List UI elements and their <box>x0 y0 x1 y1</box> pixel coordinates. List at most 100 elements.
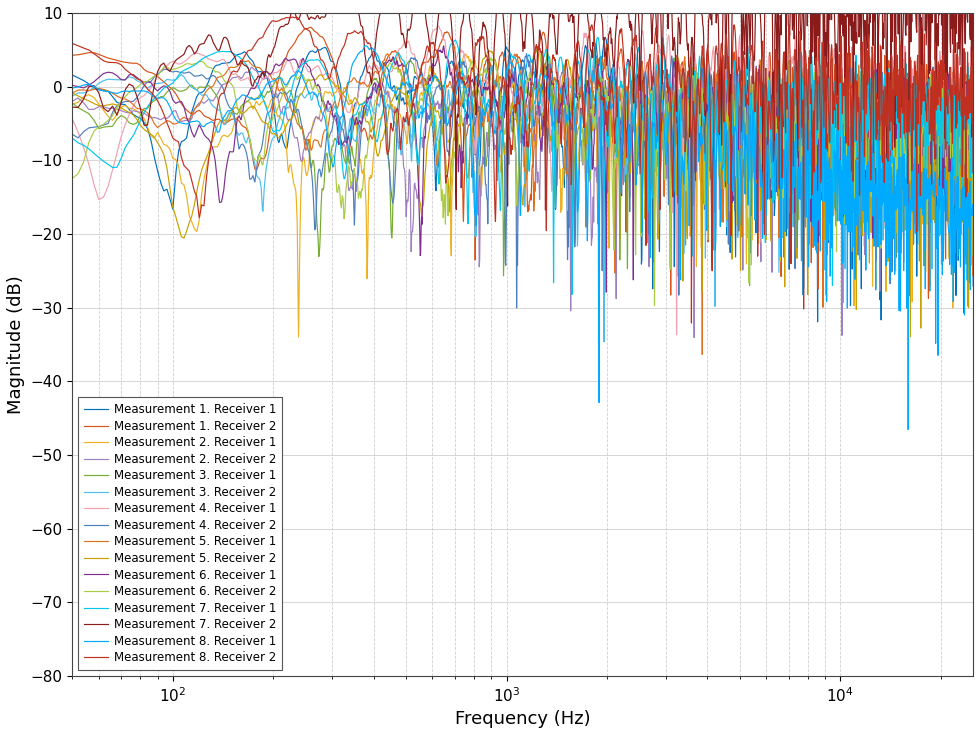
Line: Measurement 6. Receiver 2: Measurement 6. Receiver 2 <box>73 49 973 306</box>
Measurement 8. Receiver 2 <box>113 59 124 68</box>
Measurement 4. Receiver 1 <box>942 68 954 76</box>
Measurement 4. Receiver 1 <box>670 331 682 340</box>
Measurement 7. Receiver 1 <box>820 290 832 299</box>
Measurement 4. Receiver 2 <box>511 304 522 312</box>
Measurement 4. Receiver 2 <box>967 282 979 290</box>
Measurement 3. Receiver 2 <box>505 119 516 128</box>
Measurement 5. Receiver 1 <box>697 350 709 359</box>
Measurement 5. Receiver 1 <box>776 116 788 125</box>
Measurement 6. Receiver 1 <box>601 288 612 297</box>
Measurement 4. Receiver 1 <box>67 115 78 123</box>
Measurement 1. Receiver 1 <box>967 192 979 201</box>
Measurement 2. Receiver 1 <box>481 80 493 89</box>
Measurement 1. Receiver 1 <box>67 71 78 79</box>
Measurement 1. Receiver 2 <box>942 101 954 110</box>
Measurement 5. Receiver 2 <box>482 46 494 55</box>
Legend: Measurement 1. Receiver 1, Measurement 1. Receiver 2, Measurement 2. Receiver 1,: Measurement 1. Receiver 1, Measurement 1… <box>78 397 282 670</box>
Measurement 4. Receiver 2 <box>520 49 532 58</box>
Measurement 7. Receiver 1 <box>592 33 604 42</box>
Measurement 5. Receiver 2 <box>967 163 979 172</box>
Measurement 7. Receiver 2 <box>505 21 516 29</box>
Measurement 1. Receiver 1 <box>505 51 516 60</box>
Measurement 6. Receiver 2 <box>942 98 954 107</box>
Line: Measurement 2. Receiver 2: Measurement 2. Receiver 2 <box>73 61 973 337</box>
Y-axis label: Magnitude (dB): Magnitude (dB) <box>7 275 24 414</box>
Measurement 1. Receiver 2 <box>942 139 954 148</box>
Measurement 6. Receiver 1 <box>942 138 954 147</box>
Measurement 2. Receiver 2 <box>505 68 516 76</box>
Measurement 3. Receiver 1 <box>505 119 516 128</box>
Measurement 1. Receiver 1 <box>113 98 124 107</box>
Measurement 4. Receiver 2 <box>113 101 124 110</box>
Measurement 7. Receiver 2 <box>113 107 124 115</box>
Measurement 6. Receiver 2 <box>113 101 124 110</box>
Measurement 5. Receiver 1 <box>942 106 954 115</box>
Measurement 3. Receiver 1 <box>942 135 954 143</box>
Measurement 7. Receiver 1 <box>942 112 954 121</box>
Measurement 8. Receiver 1 <box>942 217 954 226</box>
Line: Measurement 8. Receiver 1: Measurement 8. Receiver 1 <box>73 46 973 429</box>
Measurement 4. Receiver 1 <box>776 82 788 90</box>
Measurement 2. Receiver 1 <box>505 75 516 84</box>
Measurement 7. Receiver 1 <box>942 85 954 94</box>
Measurement 5. Receiver 2 <box>942 140 954 149</box>
Measurement 2. Receiver 2 <box>942 196 954 205</box>
Measurement 2. Receiver 1 <box>460 50 471 59</box>
Measurement 6. Receiver 2 <box>531 44 543 53</box>
Measurement 7. Receiver 1 <box>480 106 492 115</box>
Measurement 5. Receiver 2 <box>113 101 124 110</box>
Measurement 5. Receiver 1 <box>942 133 954 142</box>
Measurement 2. Receiver 1 <box>113 107 124 116</box>
Measurement 1. Receiver 1 <box>776 135 788 144</box>
Measurement 4. Receiver 1 <box>942 90 954 98</box>
Measurement 4. Receiver 2 <box>480 190 492 198</box>
Measurement 8. Receiver 1 <box>67 84 78 93</box>
Measurement 8. Receiver 2 <box>505 149 516 158</box>
Measurement 7. Receiver 1 <box>67 134 78 143</box>
Line: Measurement 1. Receiver 2: Measurement 1. Receiver 2 <box>73 27 973 298</box>
Measurement 1. Receiver 1 <box>942 149 954 158</box>
Line: Measurement 6. Receiver 1: Measurement 6. Receiver 1 <box>73 46 973 293</box>
Measurement 7. Receiver 2 <box>67 103 78 112</box>
Measurement 1. Receiver 2 <box>505 112 516 121</box>
Measurement 3. Receiver 1 <box>113 113 124 122</box>
Line: Measurement 3. Receiver 1: Measurement 3. Receiver 1 <box>73 51 973 285</box>
Measurement 3. Receiver 2 <box>67 92 78 101</box>
Measurement 5. Receiver 1 <box>481 104 493 112</box>
Measurement 5. Receiver 1 <box>67 88 78 97</box>
Measurement 7. Receiver 1 <box>505 49 516 58</box>
Measurement 4. Receiver 2 <box>505 117 516 126</box>
Measurement 7. Receiver 1 <box>113 160 124 169</box>
Measurement 1. Receiver 1 <box>480 68 492 77</box>
Measurement 2. Receiver 1 <box>967 184 979 193</box>
Measurement 4. Receiver 2 <box>67 130 78 139</box>
Measurement 6. Receiver 2 <box>967 251 979 260</box>
Measurement 1. Receiver 2 <box>305 23 317 32</box>
Measurement 8. Receiver 1 <box>903 425 914 434</box>
Measurement 7. Receiver 2 <box>540 206 552 215</box>
Measurement 1. Receiver 2 <box>967 122 979 131</box>
Measurement 6. Receiver 1 <box>438 41 450 50</box>
Measurement 5. Receiver 2 <box>942 134 954 143</box>
Line: Measurement 1. Receiver 1: Measurement 1. Receiver 1 <box>73 37 973 322</box>
Measurement 3. Receiver 2 <box>598 337 610 346</box>
Measurement 7. Receiver 2 <box>942 73 954 82</box>
Measurement 5. Receiver 1 <box>967 118 979 127</box>
Line: Measurement 7. Receiver 1: Measurement 7. Receiver 1 <box>73 37 973 295</box>
Measurement 3. Receiver 1 <box>744 281 756 290</box>
Measurement 8. Receiver 1 <box>505 58 516 67</box>
Line: Measurement 4. Receiver 1: Measurement 4. Receiver 1 <box>73 26 973 335</box>
Measurement 3. Receiver 2 <box>486 61 498 70</box>
Measurement 6. Receiver 2 <box>505 104 516 113</box>
Measurement 6. Receiver 2 <box>480 68 492 77</box>
Measurement 8. Receiver 1 <box>481 99 493 108</box>
Measurement 4. Receiver 1 <box>481 81 493 90</box>
Measurement 6. Receiver 2 <box>942 93 954 101</box>
Measurement 1. Receiver 1 <box>942 133 954 142</box>
Measurement 3. Receiver 2 <box>776 233 788 242</box>
Measurement 1. Receiver 1 <box>600 33 612 42</box>
Measurement 1. Receiver 2 <box>67 51 78 60</box>
Measurement 8. Receiver 2 <box>67 39 78 48</box>
Measurement 5. Receiver 2 <box>776 170 788 179</box>
Measurement 7. Receiver 1 <box>967 52 979 61</box>
